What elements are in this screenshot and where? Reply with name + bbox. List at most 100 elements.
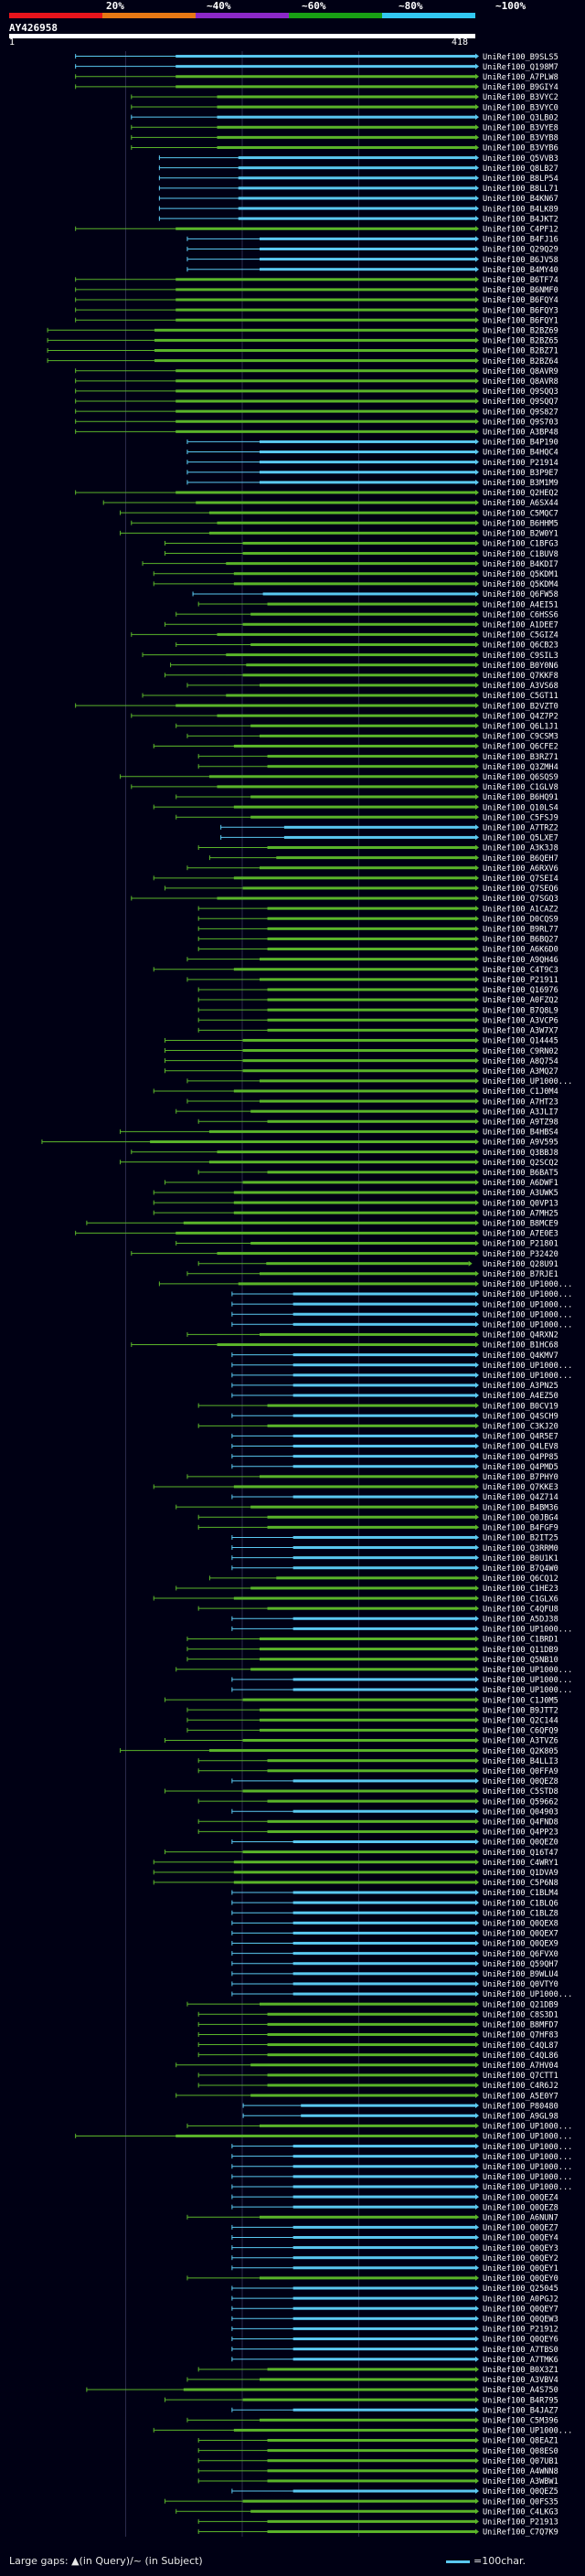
hit-label[interactable]: UniRef100_B4R795	[483, 2396, 558, 2405]
hit-bar[interactable]	[267, 765, 475, 769]
hit-label[interactable]: UniRef100_Q9S703	[483, 418, 558, 427]
hit-bar[interactable]	[267, 1525, 475, 1529]
hit-bar[interactable]	[250, 642, 475, 646]
hit-bar[interactable]	[301, 2104, 475, 2107]
hit-bar[interactable]	[176, 704, 475, 707]
hit-label[interactable]: UniRef100_Q1DVA9	[483, 1869, 558, 1878]
hit-bar[interactable]	[226, 653, 476, 657]
hit-label[interactable]: UniRef100_B4FGF9	[483, 1524, 558, 1533]
hit-bar[interactable]	[267, 1759, 475, 1763]
hit-label[interactable]: UniRef100_C1GLV8	[483, 783, 558, 792]
hit-label[interactable]: UniRef100_P80480	[483, 2102, 558, 2111]
hit-label[interactable]: UniRef100_Q25045	[483, 2284, 558, 2294]
hit-bar[interactable]	[259, 451, 475, 454]
hit-bar[interactable]	[176, 369, 475, 373]
hit-label[interactable]: UniRef100_Q2K805	[483, 1747, 558, 1756]
hit-bar[interactable]	[176, 419, 475, 423]
hit-bar[interactable]	[250, 815, 475, 819]
hit-label[interactable]: UniRef100_A3VCP6	[483, 1016, 558, 1025]
hit-bar[interactable]	[154, 349, 476, 353]
hit-label[interactable]: UniRef100_Q6CB23	[483, 641, 558, 651]
hit-label[interactable]: UniRef100_Q198M7	[483, 63, 558, 72]
hit-bar[interactable]	[176, 2134, 475, 2137]
hit-label[interactable]: UniRef100_A4EI51	[483, 600, 558, 610]
hit-label[interactable]: UniRef100_Q14445	[483, 1037, 558, 1046]
hit-bar[interactable]	[217, 1252, 476, 1256]
hit-bar[interactable]	[233, 1191, 475, 1194]
hit-label[interactable]: UniRef100_B8MCE9	[483, 1219, 558, 1228]
hit-bar[interactable]	[259, 268, 475, 271]
hit-label[interactable]: UniRef100_B6HQ91	[483, 793, 558, 802]
hit-bar[interactable]	[183, 2388, 475, 2391]
hit-bar[interactable]	[217, 1343, 476, 1347]
hit-label[interactable]: UniRef100_Q28U91	[483, 1260, 558, 1269]
hit-bar[interactable]	[267, 1606, 475, 1610]
hit-label[interactable]: UniRef100_Q4LEV8	[483, 1443, 558, 1452]
hit-bar[interactable]	[267, 2529, 475, 2533]
hit-bar[interactable]	[233, 1089, 475, 1093]
hit-label[interactable]: UniRef100_B0CV19	[483, 1402, 558, 1411]
hit-label[interactable]: UniRef100_C5GT11	[483, 692, 558, 701]
hit-bar[interactable]	[267, 846, 475, 850]
hit-bar[interactable]	[267, 1404, 475, 1407]
hit-bar[interactable]	[292, 1455, 475, 1458]
hit-label[interactable]: UniRef100_C1J0M4	[483, 1087, 558, 1097]
hit-bar[interactable]	[176, 491, 475, 494]
hit-label[interactable]: UniRef100_A9V595	[483, 1139, 558, 1148]
hit-bar[interactable]	[246, 663, 475, 667]
hit-bar[interactable]	[233, 805, 475, 809]
hit-label[interactable]: UniRef100_A4EZ50	[483, 1392, 558, 1401]
hit-label[interactable]: UniRef100_Q5KDM1	[483, 570, 558, 579]
hit-bar[interactable]	[208, 775, 475, 779]
hit-label[interactable]: UniRef100_Q0FS35	[483, 2497, 558, 2507]
hit-bar[interactable]	[267, 1018, 475, 1022]
hit-label[interactable]: UniRef100_A9QH46	[483, 956, 558, 965]
hit-bar[interactable]	[242, 541, 475, 545]
hit-label[interactable]: UniRef100_B2IT25	[483, 1534, 558, 1543]
hit-bar[interactable]	[208, 1749, 475, 1753]
hit-label[interactable]: UniRef100_Q0QEY6	[483, 2336, 558, 2345]
hit-bar[interactable]	[259, 440, 475, 443]
hit-label[interactable]: UniRef100_Q4SCH9	[483, 1412, 558, 1421]
hit-label[interactable]: UniRef100_B9GIY4	[483, 83, 558, 92]
hit-bar[interactable]	[217, 1150, 476, 1154]
hit-label[interactable]: UniRef100_A3TVZ6	[483, 1737, 558, 1746]
hit-bar[interactable]	[233, 968, 475, 971]
hit-bar[interactable]	[292, 1302, 475, 1306]
hit-bar[interactable]	[242, 1069, 475, 1073]
hit-bar[interactable]	[292, 1627, 475, 1630]
hit-label[interactable]: UniRef100_A9GL98	[483, 2112, 558, 2121]
hit-bar[interactable]	[259, 1099, 475, 1103]
hit-bar[interactable]	[292, 2155, 475, 2158]
hit-bar[interactable]	[267, 1119, 475, 1123]
hit-label[interactable]: UniRef100_B4P190	[483, 439, 558, 448]
hit-bar[interactable]	[217, 714, 476, 717]
hit-bar[interactable]	[259, 1718, 475, 1722]
hit-label[interactable]: UniRef100_Q6SQS9	[483, 773, 558, 782]
hit-label[interactable]: UniRef100_A0FZQ2	[483, 996, 558, 1005]
hit-bar[interactable]	[238, 186, 475, 190]
hit-label[interactable]: UniRef100_Q7CTT1	[483, 2072, 558, 2081]
hit-bar[interactable]	[259, 481, 475, 484]
hit-bar[interactable]	[267, 1171, 475, 1174]
hit-label[interactable]: UniRef100_P32420	[483, 1250, 558, 1259]
hit-label[interactable]: UniRef100_A3MQ27	[483, 1067, 558, 1076]
hit-label[interactable]: UniRef100_C6QFQ9	[483, 1727, 558, 1736]
hit-bar[interactable]	[267, 2032, 475, 2036]
hit-bar[interactable]	[250, 795, 475, 799]
hit-bar[interactable]	[267, 917, 475, 920]
hit-label[interactable]: UniRef100_B3M1M9	[483, 479, 558, 488]
hit-label[interactable]: UniRef100_Q4Z7P2	[483, 712, 558, 721]
hit-bar[interactable]	[196, 501, 475, 504]
hit-bar[interactable]	[292, 1952, 475, 1956]
hit-bar[interactable]	[267, 2043, 475, 2047]
hit-label[interactable]: UniRef100_Q0QEZ5	[483, 2487, 558, 2496]
hit-label[interactable]: UniRef100_Q07UB1	[483, 2457, 558, 2466]
hit-label[interactable]: UniRef100_Q5LXE7	[483, 834, 558, 843]
hit-label[interactable]: UniRef100_Q0VP13	[483, 1199, 558, 1208]
hit-label[interactable]: UniRef100_UP1000...	[483, 1666, 572, 1675]
hit-bar[interactable]	[259, 2002, 475, 2006]
hit-bar[interactable]	[176, 227, 475, 230]
hit-bar[interactable]	[208, 1161, 475, 1164]
hit-bar[interactable]	[292, 1931, 475, 1935]
